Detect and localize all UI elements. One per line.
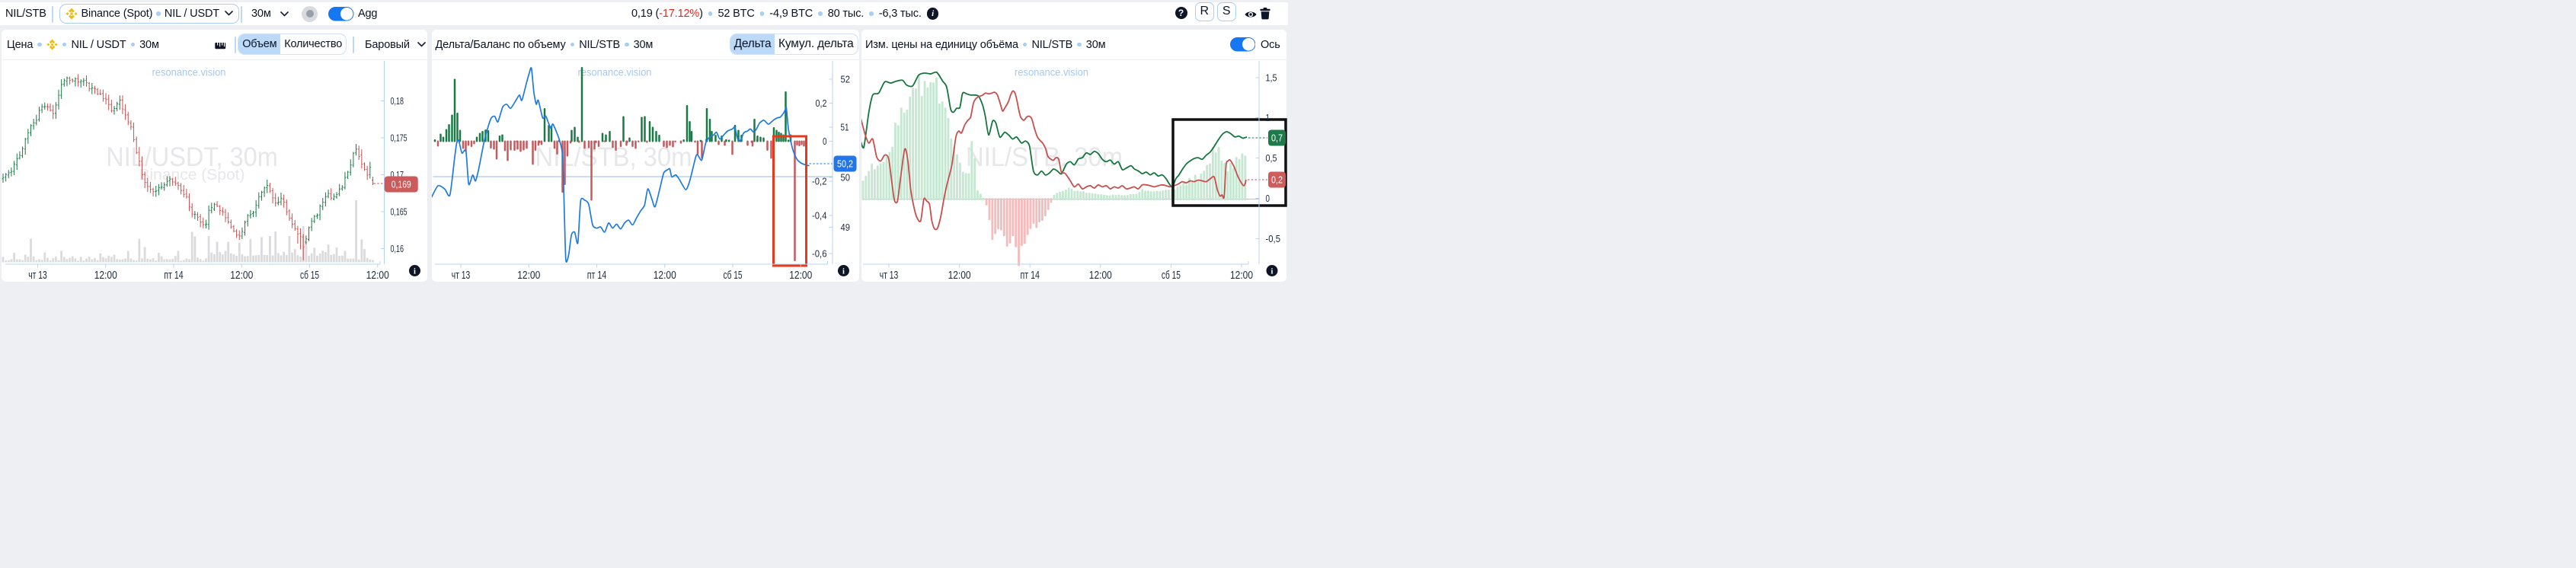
svg-text:i: i bbox=[842, 267, 845, 276]
svg-text:i: i bbox=[1271, 267, 1274, 276]
svg-text:0,5: 0,5 bbox=[1266, 153, 1277, 164]
svg-text:пт 14: пт 14 bbox=[1020, 270, 1040, 282]
svg-text:сб 15: сб 15 bbox=[723, 270, 742, 282]
svg-text:чт 13: чт 13 bbox=[451, 270, 470, 282]
svg-text:чт 13: чт 13 bbox=[880, 270, 899, 282]
svg-text:0,7: 0,7 bbox=[1271, 133, 1283, 144]
svg-text:сб 15: сб 15 bbox=[300, 270, 319, 282]
svg-text:49: 49 bbox=[840, 222, 850, 233]
svg-text:resonance.vision: resonance.vision bbox=[577, 67, 651, 78]
svg-text:resonance.vision: resonance.vision bbox=[1015, 67, 1088, 78]
svg-text:0,18: 0,18 bbox=[391, 96, 404, 107]
svg-text:51: 51 bbox=[840, 123, 849, 133]
svg-text:12:00: 12:00 bbox=[948, 270, 971, 282]
svg-text:50,2: 50,2 bbox=[837, 159, 853, 170]
svg-text:12:00: 12:00 bbox=[789, 270, 812, 282]
svg-text:-0,6: -0,6 bbox=[812, 249, 827, 260]
svg-text:-0,2: -0,2 bbox=[812, 177, 827, 187]
svg-text:12:00: 12:00 bbox=[230, 270, 253, 282]
svg-text:NIL/STB, 30m: NIL/STB, 30m bbox=[966, 142, 1123, 172]
svg-text:1,5: 1,5 bbox=[1266, 73, 1277, 84]
svg-text:12:00: 12:00 bbox=[366, 270, 389, 282]
svg-text:50: 50 bbox=[840, 173, 850, 183]
svg-text:0,2: 0,2 bbox=[815, 98, 826, 109]
svg-text:-0,5: -0,5 bbox=[1266, 234, 1281, 244]
svg-text:12:00: 12:00 bbox=[1230, 270, 1253, 282]
svg-text:0,169: 0,169 bbox=[392, 180, 411, 190]
svg-text:12:00: 12:00 bbox=[653, 270, 676, 282]
svg-text:12:00: 12:00 bbox=[94, 270, 117, 282]
svg-text:12:00: 12:00 bbox=[517, 270, 540, 282]
svg-text:NIL/USDT, 30m: NIL/USDT, 30m bbox=[106, 142, 278, 172]
svg-text:0: 0 bbox=[1266, 193, 1270, 204]
svg-text:Binance (Spot): Binance (Spot) bbox=[139, 167, 245, 183]
svg-text:resonance.vision: resonance.vision bbox=[152, 67, 226, 78]
svg-text:12:00: 12:00 bbox=[1089, 270, 1112, 282]
svg-text:52: 52 bbox=[840, 75, 850, 85]
svg-text:0,2: 0,2 bbox=[1271, 175, 1283, 186]
svg-text:-0,4: -0,4 bbox=[812, 211, 827, 222]
svg-text:0: 0 bbox=[823, 136, 827, 147]
svg-text:0,175: 0,175 bbox=[391, 133, 407, 144]
svg-text:i: i bbox=[414, 267, 416, 276]
svg-text:пт 14: пт 14 bbox=[586, 270, 606, 282]
svg-text:чт 13: чт 13 bbox=[28, 270, 47, 282]
svg-text:0,16: 0,16 bbox=[391, 244, 404, 254]
svg-text:сб 15: сб 15 bbox=[1162, 270, 1181, 282]
svg-text:пт 14: пт 14 bbox=[164, 270, 184, 282]
svg-text:0,165: 0,165 bbox=[391, 207, 407, 218]
svg-text:1: 1 bbox=[1266, 113, 1270, 123]
